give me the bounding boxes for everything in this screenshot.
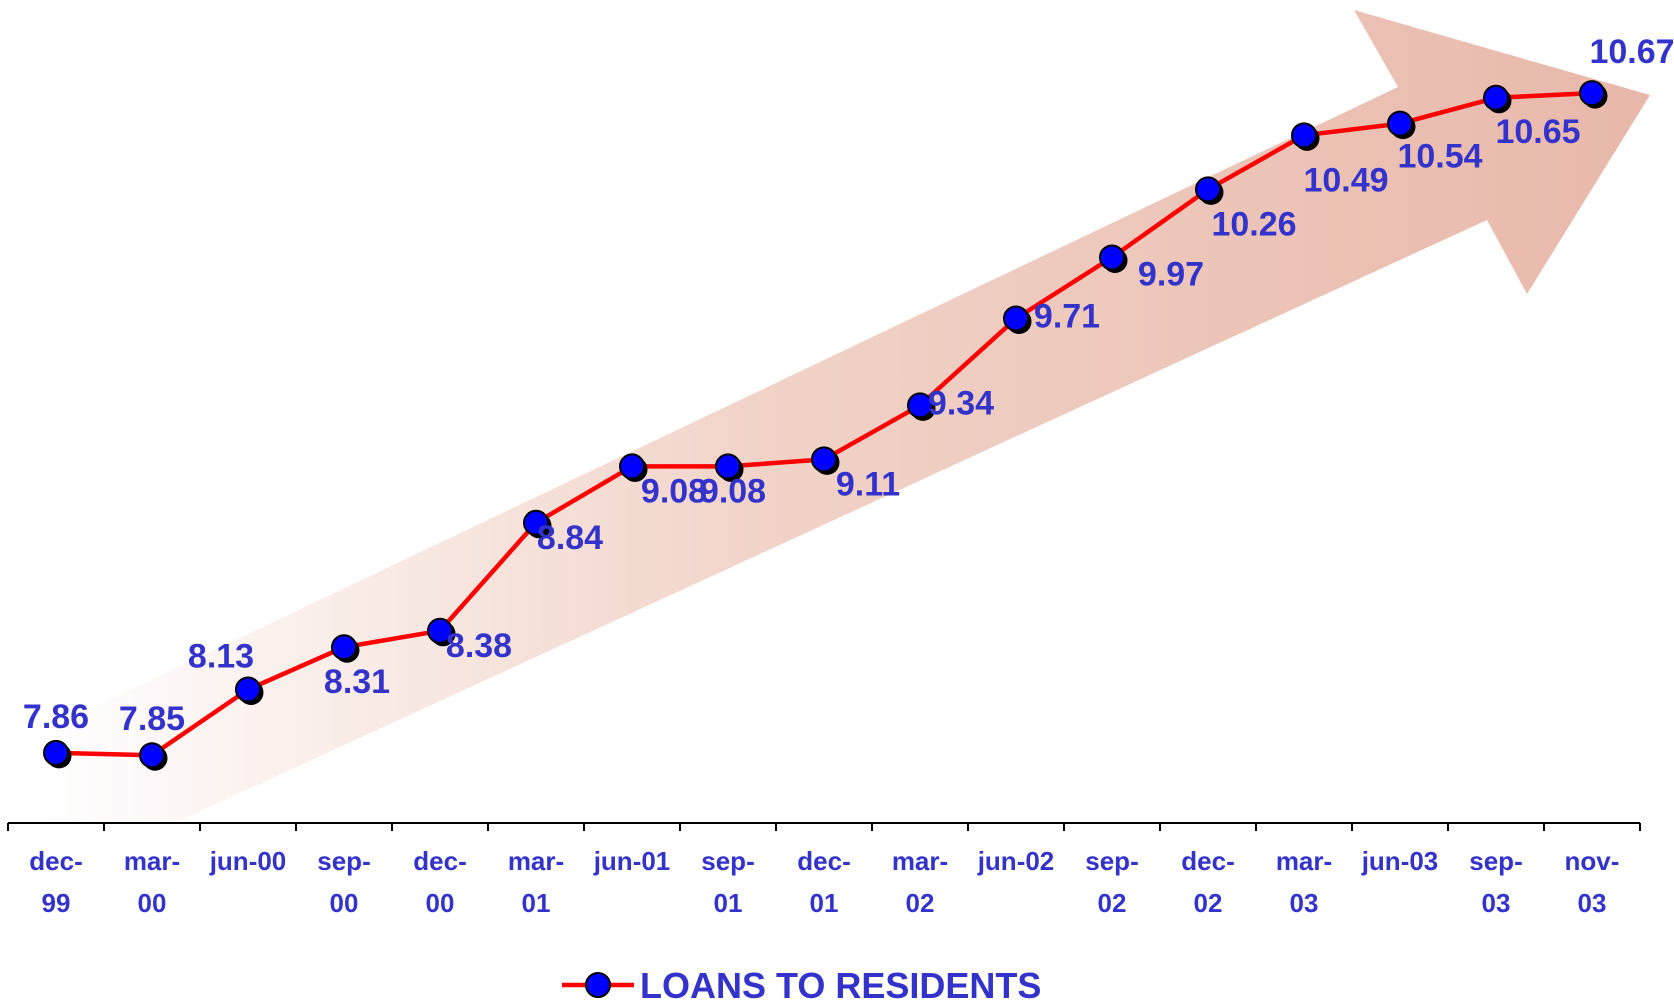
x-tick-label: dec- <box>413 846 466 876</box>
data-label: 8.84 <box>537 519 603 557</box>
legend-label: LOANS TO RESIDENTS <box>640 965 1041 1003</box>
x-tick-label: 99 <box>42 888 71 918</box>
data-label: 10.67 <box>1589 33 1674 71</box>
data-label: 10.49 <box>1303 161 1388 199</box>
data-label: 9.71 <box>1034 297 1100 335</box>
data-label: 8.31 <box>324 663 390 701</box>
x-tick-label: sep- <box>317 846 370 876</box>
x-tick-label: jun-02 <box>977 846 1055 876</box>
data-point <box>1099 244 1125 271</box>
x-tick-label: dec- <box>29 846 82 876</box>
x-tick-label: 01 <box>810 888 839 918</box>
x-tick-label: 02 <box>906 888 935 918</box>
data-label: 9.97 <box>1138 255 1204 293</box>
data-label: 9.34 <box>928 384 994 422</box>
data-point <box>43 739 69 766</box>
data-label: 9.11 <box>836 465 900 503</box>
x-tick-label: 01 <box>522 888 551 918</box>
data-label: 7.86 <box>23 698 89 736</box>
data-label: 7.85 <box>119 700 185 738</box>
x-tick-label: 02 <box>1098 888 1127 918</box>
data-point <box>1291 122 1317 149</box>
data-point <box>1195 176 1221 203</box>
data-label: 8.13 <box>188 637 254 675</box>
data-point <box>907 392 933 419</box>
data-point <box>331 634 357 661</box>
x-tick-label: sep- <box>1469 846 1522 876</box>
x-tick-label: 01 <box>714 888 743 918</box>
x-tick-label: 00 <box>426 888 455 918</box>
data-point <box>811 446 837 473</box>
data-point <box>1003 305 1029 332</box>
data-label: 10.54 <box>1397 138 1482 176</box>
x-tick-label: mar- <box>124 846 180 876</box>
x-tick-label: mar- <box>892 846 948 876</box>
data-point <box>235 676 261 703</box>
x-tick-label: 00 <box>138 888 167 918</box>
x-tick-label: sep- <box>1085 846 1138 876</box>
legend: LOANS TO RESIDENTS <box>562 965 1041 1003</box>
x-tick-label: sep- <box>701 846 754 876</box>
data-label: 10.65 <box>1495 113 1580 151</box>
x-tick-label: jun-01 <box>593 846 671 876</box>
x-tick-label: 03 <box>1578 888 1607 918</box>
data-point <box>1387 110 1413 137</box>
trend-arrow <box>40 10 1650 820</box>
x-tick-label: mar- <box>1276 846 1332 876</box>
x-tick-label: dec- <box>797 846 850 876</box>
data-point <box>619 453 645 480</box>
data-label: 10.26 <box>1211 205 1296 243</box>
x-tick-label: jun-00 <box>209 846 287 876</box>
x-tick-label: mar- <box>508 846 564 876</box>
data-label: 9.08 <box>641 472 707 510</box>
data-point <box>1579 80 1605 107</box>
x-tick-label: 03 <box>1482 888 1511 918</box>
data-point <box>1483 84 1509 111</box>
data-point <box>139 742 165 769</box>
data-point <box>715 453 741 480</box>
data-point <box>523 509 549 536</box>
x-tick-label: jun-03 <box>1361 846 1439 876</box>
x-tick-label: 00 <box>330 888 359 918</box>
data-label: 9.08 <box>700 472 766 510</box>
x-tick-label: 03 <box>1290 888 1319 918</box>
x-tick-label: 02 <box>1194 888 1223 918</box>
data-label: 8.38 <box>446 627 512 665</box>
x-tick-label: nov- <box>1565 846 1620 876</box>
x-tick-label: dec- <box>1181 846 1234 876</box>
data-point <box>427 617 453 644</box>
legend-marker-swatch <box>585 972 611 998</box>
